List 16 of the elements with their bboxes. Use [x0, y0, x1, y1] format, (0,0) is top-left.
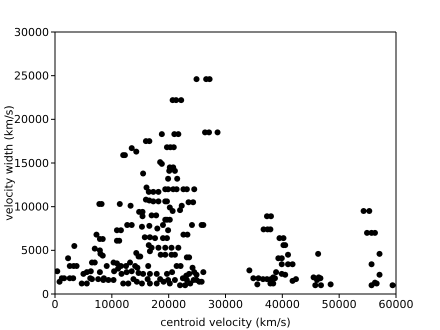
- x-axis-title: centroid velocity (km/s): [160, 316, 291, 329]
- y-tick-label: 30000: [14, 26, 49, 39]
- y-tick-label: 0: [42, 288, 49, 301]
- y-tick-label: 5000: [21, 244, 49, 258]
- y-tick-label: 25000: [14, 70, 49, 83]
- x-tick-label: 0: [52, 298, 58, 311]
- x-tick-label: 60000: [378, 298, 414, 311]
- x-tick-label: 10000: [94, 298, 130, 311]
- y-tick-label: 20000: [14, 113, 49, 126]
- y-axis-title: velocity width (km/s): [2, 105, 16, 221]
- x-tick-label: 20000: [151, 298, 186, 311]
- x-tick-label: 30000: [208, 298, 243, 311]
- y-tick-label: 15000: [14, 156, 49, 170]
- x-tick-label: 50000: [322, 298, 357, 311]
- x-tick-label: 40000: [264, 298, 300, 311]
- y-tick-label: 10000: [14, 200, 49, 214]
